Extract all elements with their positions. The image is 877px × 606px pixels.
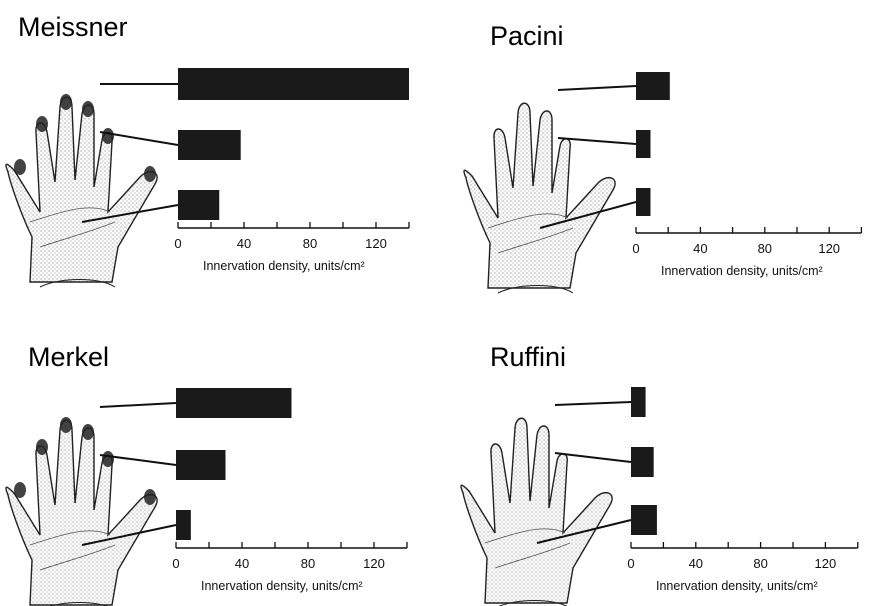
- connector-line: [99, 131, 179, 146]
- bar-finger: [178, 130, 241, 160]
- x-tick-label: 120: [815, 556, 837, 571]
- panel-title: Meissner: [18, 12, 128, 42]
- x-tick-label: 0: [627, 556, 634, 571]
- bar-fingertip: [178, 68, 409, 100]
- bar-palm: [178, 190, 220, 220]
- connector-line: [557, 85, 637, 91]
- connector-line: [81, 524, 177, 546]
- x-axis-label: Innervation density, units/cm²: [661, 264, 823, 278]
- bar-palm: [631, 505, 657, 535]
- hand-illustration: [460, 417, 613, 606]
- connector-line: [539, 201, 637, 229]
- x-tick-label: 0: [632, 241, 639, 256]
- x-tick-label: 120: [365, 236, 387, 251]
- x-tick-label: 0: [172, 556, 179, 571]
- x-tick-label: 0: [174, 236, 181, 251]
- panel-title: Merkel: [28, 342, 109, 372]
- bar-palm: [176, 510, 191, 540]
- x-tick-label: 120: [363, 556, 385, 571]
- bar-palm: [636, 188, 651, 216]
- x-tick-label: 80: [303, 236, 317, 251]
- x-tick-label: 40: [237, 236, 251, 251]
- bar-fingertip: [631, 387, 646, 417]
- hand-illustration: [5, 417, 158, 606]
- x-tick-label: 80: [753, 556, 767, 571]
- x-tick-label: 40: [235, 556, 249, 571]
- x-tick-label: 120: [818, 241, 840, 256]
- bar-finger: [636, 130, 651, 158]
- hand-illustration: [5, 94, 158, 288]
- connector-line: [99, 454, 177, 466]
- connector-line: [536, 519, 632, 544]
- bar-fingertip: [636, 72, 670, 100]
- panel-title: Ruffini: [490, 342, 566, 372]
- x-axis-label: Innervation density, units/cm²: [656, 579, 818, 593]
- connector-line: [81, 204, 179, 223]
- x-axis-label: Innervation density, units/cm²: [203, 259, 365, 273]
- panel-pacini: Pacini 0 40 80 120 Innervation density, units…: [463, 21, 863, 294]
- hand-illustration: [463, 102, 616, 294]
- panel-ruffini: Ruffini 0 40 80 120 Innervation density, unit…: [460, 342, 859, 606]
- connector-line: [557, 137, 637, 145]
- x-tick-label: 80: [758, 241, 772, 256]
- panel-title: Pacini: [490, 21, 564, 51]
- connector-line: [99, 402, 177, 408]
- x-tick-label: 80: [301, 556, 315, 571]
- bar-finger: [631, 447, 654, 477]
- x-axis-label: Innervation density, units/cm²: [201, 579, 363, 593]
- bar-fingertip: [176, 388, 292, 418]
- bar-finger: [176, 450, 226, 480]
- connector-line: [554, 401, 632, 406]
- x-tick-label: 40: [693, 241, 707, 256]
- connector-line: [554, 452, 632, 463]
- x-tick-label: 40: [689, 556, 703, 571]
